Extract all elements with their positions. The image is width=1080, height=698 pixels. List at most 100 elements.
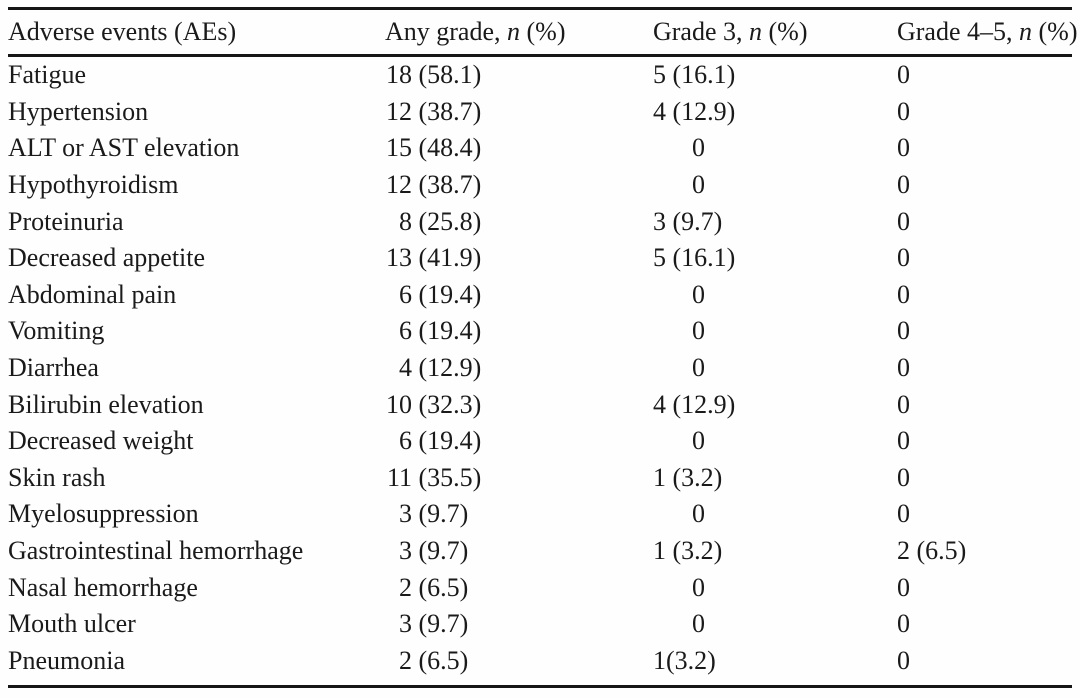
any-grade-value: 13 (41.9): [386, 243, 482, 273]
adverse-event-label: Myelosuppression: [8, 499, 199, 529]
grade45-value: 0: [897, 60, 910, 90]
grade45-value: 2 (6.5): [897, 536, 967, 566]
adverse-event-label: Pneumonia: [8, 645, 125, 675]
adverse-event-label: Mouth ulcer: [8, 609, 136, 639]
adverse-event-label: Abdominal pain: [8, 279, 177, 309]
grade45-value: 0: [897, 170, 910, 200]
grade3-value: 3 (9.7): [653, 206, 723, 236]
grade3-value: 0: [692, 572, 705, 602]
adverse-event-label: ALT or AST elevation: [8, 133, 240, 163]
adverse-event-label: Diarrhea: [8, 353, 99, 383]
count-value: 2: [399, 645, 412, 675]
header-italic-n: n: [749, 17, 763, 46]
grade3-value: 0: [692, 170, 705, 200]
header-text: (%): [1032, 17, 1078, 46]
table-row: Vomiting 6 (19.4) 0 0: [8, 313, 1072, 350]
count-value: 12: [386, 96, 412, 126]
adverse-event-label: Decreased appetite: [8, 243, 206, 273]
table-row: Nasal hemorrhage 2 (6.5) 0 0: [8, 569, 1072, 606]
any-grade-value: 2 (6.5): [385, 643, 653, 680]
table-row: Bilirubin elevation 10 (32.3) 4 (12.9) 0: [8, 386, 1072, 423]
grade45-value: 0: [897, 645, 910, 675]
any-grade-value: 8 (25.8): [385, 203, 653, 240]
any-grade-value: 6 (19.4): [385, 423, 653, 460]
header-text: (%): [762, 17, 808, 46]
adverse-event-label: Hypertension: [8, 96, 149, 126]
table-row: ALT or AST elevation 15 (48.4) 0 0: [8, 130, 1072, 167]
grade45-value: 0: [897, 243, 910, 273]
header-text: Any grade,: [385, 17, 508, 46]
grade3-value: 1 (3.2): [653, 536, 723, 566]
grade45-value: 0: [897, 462, 910, 492]
header-text: Grade 3,: [653, 17, 750, 46]
any-grade-value: 3 (9.7): [385, 496, 653, 533]
any-grade-value: 11 (35.5): [386, 462, 482, 492]
count-value: 6: [399, 316, 412, 346]
grade3-value: 5 (16.1): [653, 60, 736, 90]
count-value: 18: [386, 60, 412, 90]
count-value: 13: [386, 243, 412, 273]
table-bottom-spacer: [8, 679, 1072, 687]
adverse-event-label: Hypothyroidism: [8, 170, 179, 200]
table-row: Pneumonia 2 (6.5) 1(3.2) 0: [8, 643, 1072, 680]
grade3-value: 1 (3.2): [653, 462, 723, 492]
any-grade-value: 2 (6.5): [385, 569, 653, 606]
any-grade-value: 4 (12.9): [385, 350, 653, 387]
table-row: Skin rash 11 (35.5) 1 (3.2) 0: [8, 460, 1072, 497]
any-grade-value: 3 (9.7): [385, 606, 653, 643]
grade45-value: 0: [897, 499, 910, 529]
header-italic-n: n: [507, 17, 521, 46]
table-row: Hypertension 12 (38.7) 4 (12.9) 0: [8, 94, 1072, 131]
table-row: Myelosuppression 3 (9.7) 0 0: [8, 496, 1072, 533]
grade45-value: 0: [897, 389, 910, 419]
header-row: Adverse events (AEs) Any grade, n (%) Gr…: [8, 8, 1078, 57]
table-row: Fatigue 18 (58.1) 5 (16.1) 0: [8, 56, 1072, 94]
table-row: Decreased appetite 13 (41.9) 5 (16.1) 0: [8, 240, 1072, 277]
adverse-event-label: Nasal hemorrhage: [8, 572, 198, 602]
grade3-value: 0: [692, 426, 705, 456]
grade45-value: 0: [897, 96, 910, 126]
table-body: Fatigue 18 (58.1) 5 (16.1) 0 Hypertensio…: [8, 56, 1072, 687]
any-grade-value: 12 (38.7): [386, 96, 482, 126]
adverse-event-label: Vomiting: [8, 316, 105, 346]
any-grade-value: 15 (48.4): [386, 133, 482, 163]
grade3-value: 4 (12.9): [653, 96, 736, 126]
grade45-value: 0: [897, 279, 910, 309]
count-value: 6: [399, 426, 412, 456]
count-value: 3: [399, 536, 412, 566]
table-row: Abdominal pain 6 (19.4) 0 0: [8, 277, 1072, 314]
grade45-value: 0: [897, 316, 910, 346]
any-grade-value: 10 (32.3): [386, 389, 482, 419]
table-row: Diarrhea 4 (12.9) 0 0: [8, 350, 1072, 387]
adverse-event-label: Gastrointestinal hemorrhage: [8, 536, 304, 566]
table-row: Hypothyroidism 12 (38.7) 0 0: [8, 167, 1072, 204]
header-text: Adverse events (AEs): [8, 17, 237, 46]
any-grade-value: 3 (9.7): [385, 533, 653, 570]
grade45-value: 0: [897, 133, 910, 163]
column-header-grade-4-5: Grade 4–5, n (%): [897, 8, 1078, 57]
grade45-value: 0: [897, 206, 910, 236]
grade45-value: 0: [897, 426, 910, 456]
count-value: 8: [399, 206, 412, 236]
grade3-value: 0: [692, 499, 705, 529]
table-row: Proteinuria 8 (25.8) 3 (9.7) 0: [8, 203, 1072, 240]
count-value: 4: [399, 353, 412, 383]
count-value: 11: [386, 462, 412, 492]
header-text: Grade 4–5,: [897, 17, 1020, 46]
header-italic-n: n: [1019, 17, 1033, 46]
adverse-event-label: Fatigue: [8, 60, 86, 90]
table-header: Adverse events (AEs) Any grade, n (%) Gr…: [8, 8, 1078, 57]
grade3-value: 1(3.2): [653, 645, 716, 675]
grade3-value: 0: [692, 133, 705, 163]
grade3-value: 0: [692, 279, 705, 309]
adverse-event-label: Bilirubin elevation: [8, 389, 204, 419]
grade3-value: 4 (12.9): [653, 389, 736, 419]
table-row: Decreased weight 6 (19.4) 0 0: [8, 423, 1072, 460]
grade45-value: 0: [897, 353, 910, 383]
spacer-cell: [8, 679, 1072, 687]
count-value: 10: [386, 389, 412, 419]
column-header-grade-3: Grade 3, n (%): [653, 8, 897, 57]
grade45-value: 0: [897, 609, 910, 639]
header-text: (%): [520, 17, 566, 46]
grade3-value: 0: [692, 316, 705, 346]
